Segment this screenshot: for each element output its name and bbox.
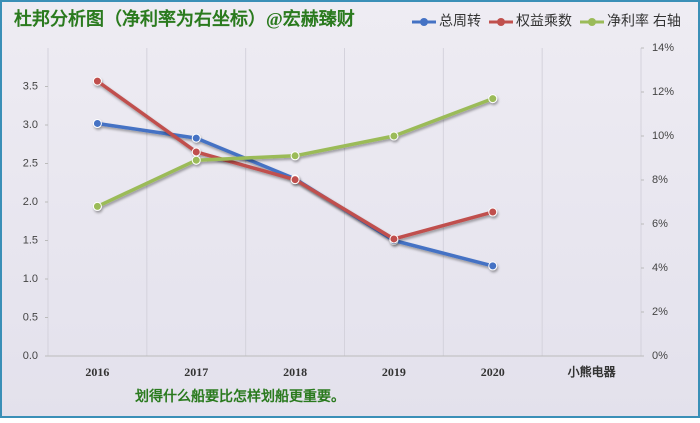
y-tick-label: 2.5 [23, 157, 38, 169]
y2-tick-label: 12% [652, 86, 674, 98]
y2-tick-label: 0% [652, 350, 668, 362]
series [92, 94, 498, 211]
point [92, 118, 102, 128]
point [488, 94, 498, 104]
y-tick-label: 0.5 [23, 311, 38, 323]
y2-tick-label: 8% [652, 174, 668, 186]
y2-tick-label: 10% [652, 130, 674, 142]
point [191, 155, 201, 165]
point [92, 201, 102, 211]
y2-tick-label: 2% [652, 306, 668, 318]
point [92, 76, 102, 86]
chart-title: 杜邦分析图（净利率为右坐标）@宏赫臻财 [14, 8, 355, 29]
point [389, 131, 399, 141]
point [488, 261, 498, 271]
x-tick-label: 小熊电器 [568, 364, 617, 379]
point [191, 133, 201, 143]
legend-label: 权益乘数 [516, 13, 572, 29]
legend-marker [420, 18, 428, 26]
x-tick-label: 2016 [85, 365, 109, 379]
y-tick-label: 1.5 [23, 234, 38, 246]
y2-tick-label: 4% [652, 262, 668, 274]
x-tick-label: 2019 [382, 365, 406, 379]
y-tick-label: 2.0 [23, 196, 38, 208]
legend-label: 净利率 右轴 [607, 13, 681, 29]
y2-tick-label: 14% [652, 42, 674, 54]
x-tick-label: 2017 [184, 365, 208, 379]
point [191, 147, 201, 157]
point [290, 151, 300, 161]
x-tick-label: 2020 [481, 365, 505, 379]
y-tick-label: 1.0 [23, 273, 38, 285]
legend-marker [588, 18, 596, 26]
point [389, 234, 399, 244]
annotation: 划得什么船要比怎样划船更重要。 [135, 388, 345, 405]
y-tick-label: 3.0 [23, 119, 38, 131]
x-tick-label: 2018 [283, 365, 307, 379]
legend-label: 总周转 [439, 13, 481, 29]
y-tick-label: 0.0 [23, 350, 38, 362]
point [290, 175, 300, 185]
y2-tick-label: 6% [652, 218, 668, 230]
point [488, 207, 498, 217]
legend-marker [497, 18, 505, 26]
y-tick-label: 3.5 [23, 80, 38, 92]
